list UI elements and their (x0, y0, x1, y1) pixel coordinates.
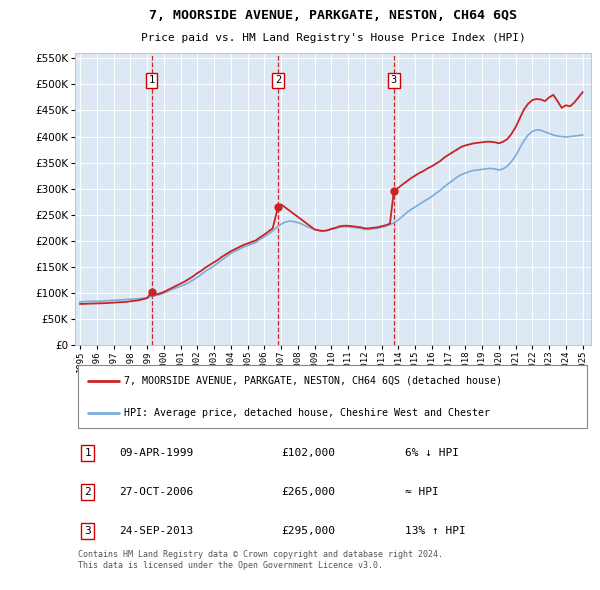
Text: 13% ↑ HPI: 13% ↑ HPI (405, 526, 466, 536)
Text: 6% ↓ HPI: 6% ↓ HPI (405, 448, 459, 458)
Text: Price paid vs. HM Land Registry's House Price Index (HPI): Price paid vs. HM Land Registry's House … (140, 33, 526, 43)
Text: 2: 2 (85, 487, 91, 497)
Text: HPI: Average price, detached house, Cheshire West and Chester: HPI: Average price, detached house, Ches… (124, 408, 490, 418)
Text: Contains HM Land Registry data © Crown copyright and database right 2024.
This d: Contains HM Land Registry data © Crown c… (77, 550, 443, 570)
Text: 7, MOORSIDE AVENUE, PARKGATE, NESTON, CH64 6QS (detached house): 7, MOORSIDE AVENUE, PARKGATE, NESTON, CH… (124, 376, 502, 386)
Text: £295,000: £295,000 (281, 526, 335, 536)
Text: £102,000: £102,000 (281, 448, 335, 458)
Text: £265,000: £265,000 (281, 487, 335, 497)
Text: 24-SEP-2013: 24-SEP-2013 (119, 526, 193, 536)
FancyBboxPatch shape (77, 365, 587, 428)
Text: 3: 3 (85, 526, 91, 536)
Text: 3: 3 (391, 75, 397, 85)
Text: 27-OCT-2006: 27-OCT-2006 (119, 487, 193, 497)
Text: 2: 2 (275, 75, 281, 85)
Text: ≈ HPI: ≈ HPI (405, 487, 439, 497)
Text: 1: 1 (148, 75, 155, 85)
Text: 7, MOORSIDE AVENUE, PARKGATE, NESTON, CH64 6QS: 7, MOORSIDE AVENUE, PARKGATE, NESTON, CH… (149, 9, 517, 22)
Text: 1: 1 (85, 448, 91, 458)
Text: 09-APR-1999: 09-APR-1999 (119, 448, 193, 458)
